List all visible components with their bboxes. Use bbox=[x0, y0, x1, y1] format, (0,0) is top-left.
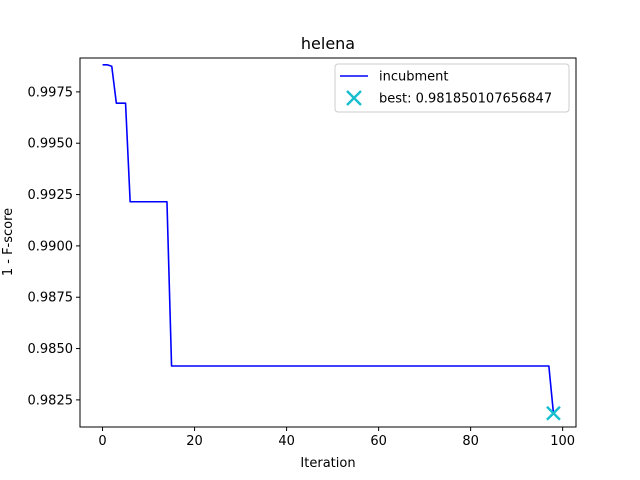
y-tick-label: 0.9900 bbox=[28, 239, 74, 254]
x-tick-label: 40 bbox=[278, 434, 295, 449]
legend-best-x-icon bbox=[346, 90, 362, 106]
y-tick-label: 0.9850 bbox=[28, 342, 74, 357]
x-tick-label: 20 bbox=[186, 434, 203, 449]
y-axis-label: 1 - F-score bbox=[1, 208, 16, 276]
axes-frame bbox=[79, 57, 577, 428]
y-tick-label: 0.9825 bbox=[28, 393, 74, 408]
y-tick-label: 0.9875 bbox=[28, 291, 74, 306]
best-point-stroke bbox=[546, 405, 561, 421]
x-tick-label: 60 bbox=[370, 434, 387, 449]
best-point-marker bbox=[546, 405, 561, 421]
legend-frame bbox=[334, 63, 570, 113]
x-tick-label: 80 bbox=[462, 434, 479, 449]
series-line-incubment bbox=[102, 63, 555, 414]
legend-label-best: best: 0.981850107656847 bbox=[379, 92, 552, 107]
legend: incubment best: 0.981850107656847 bbox=[334, 63, 570, 113]
x-axis-label: Iteration bbox=[300, 456, 355, 471]
chart-title: helena bbox=[301, 34, 355, 53]
x-tick-label: 100 bbox=[550, 434, 575, 449]
y-tick-label: 0.9975 bbox=[28, 85, 74, 100]
y-tick-label: 0.9950 bbox=[28, 137, 74, 152]
y-tick-label: 0.9925 bbox=[28, 188, 74, 203]
legend-label-incubment: incubment bbox=[379, 70, 449, 85]
x-tick-label: 0 bbox=[98, 434, 106, 449]
plot-area: 0 20 40 60 80 100 0.9825 0.9850 0.9875 0.9900 0.99… bbox=[28, 57, 577, 449]
